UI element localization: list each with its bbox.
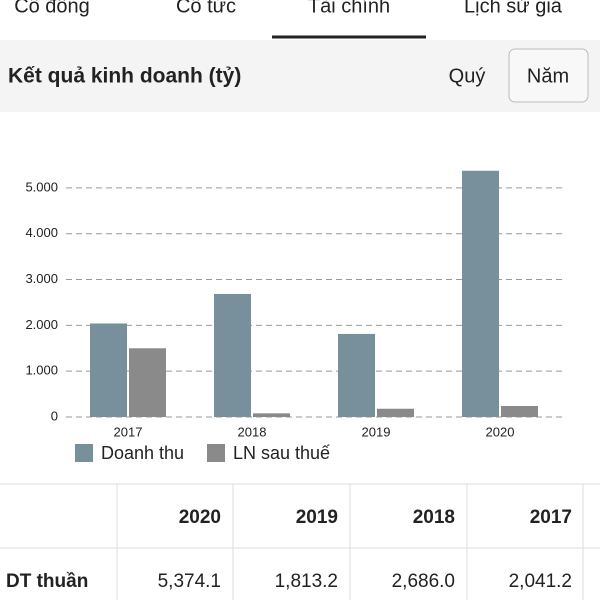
cell: 2,041.2 [509,571,572,592]
year-button-frame[interactable] [508,48,589,103]
quarter-button[interactable]: Quý [449,65,486,87]
legend-swatch [75,444,93,462]
legend-label: LN sau thuế [233,443,330,463]
x-tick-label: 2019 [362,424,391,439]
cell: 2,686.0 [392,571,455,592]
y-tick-label: 5.000 [25,179,58,194]
tab-bar [0,0,600,40]
bar [253,413,290,417]
row-label: DT thuần [6,571,88,592]
x-tick-label: 2020 [486,424,515,439]
cell: 1,813.2 [275,571,338,592]
tab[interactable]: Tài chính [308,0,390,17]
cell: 5,374.1 [158,571,221,592]
column-header: 2017 [530,507,572,528]
bar [214,293,251,417]
tab[interactable]: Lịch sử giá [464,0,563,17]
tab[interactable]: Cổ đông [14,0,90,17]
x-tick-label: 2018 [238,424,267,439]
y-tick-label: 1.000 [25,363,58,378]
x-tick-label: 2017 [114,424,143,439]
bar [377,408,414,417]
legend-swatch [207,444,225,462]
column-header: 2020 [179,507,221,528]
y-tick-label: 0 [51,408,58,423]
column-header: 2019 [296,507,338,528]
year-button[interactable]: Năm [527,65,569,87]
header-band [0,40,600,112]
tab[interactable]: Cổ tức [176,0,236,17]
column-header: 2018 [413,507,455,528]
bar [129,348,166,417]
bar [462,170,499,417]
bar [338,333,375,417]
y-tick-label: 2.000 [25,317,58,332]
y-tick-label: 4.000 [25,225,58,240]
bar [90,323,127,417]
legend-label: Doanh thu [101,443,184,463]
section-title: Kết quả kinh doanh (tỷ) [8,65,241,88]
bar [501,406,538,417]
y-tick-label: 3.000 [25,271,58,286]
